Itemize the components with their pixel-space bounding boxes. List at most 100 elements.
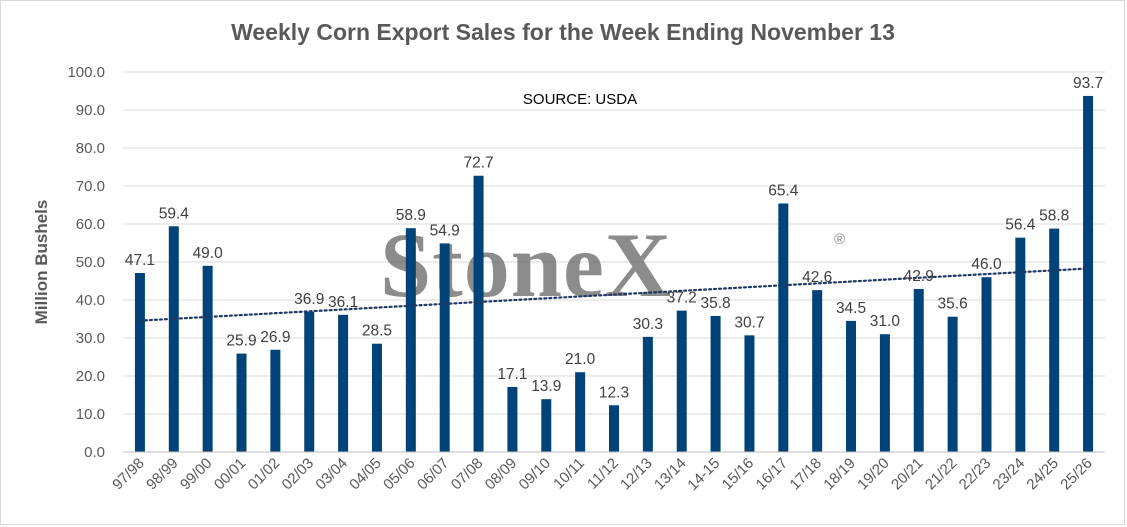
data-label: 35.8: [701, 295, 731, 312]
bar: [846, 320, 857, 452]
x-tick-label: 98/99: [143, 455, 182, 494]
bar: [405, 228, 416, 452]
watermark-registered: ®: [834, 231, 845, 248]
bar: [710, 315, 721, 452]
bar: [913, 288, 924, 452]
data-labels: 47.1 59.4 49.0 25.9 26.9 36.9 36.128.5 58.954.9…: [125, 75, 1103, 401]
data-label: 65.4: [768, 182, 799, 199]
trendline: [138, 267, 1090, 322]
y-tick-label: 0.0: [84, 444, 105, 461]
data-label: 93.7: [1073, 75, 1103, 92]
watermark-text: StoneX: [380, 214, 672, 316]
y-tick-label: 20.0: [76, 368, 105, 385]
data-label: 56.4: [1005, 217, 1036, 234]
x-tick-label: 11/12: [584, 455, 622, 493]
trendline-path: [138, 267, 1090, 322]
bar: [168, 226, 179, 452]
y-axis-ticks: 0.0 10.0 20.0 30.0 40.0 50.0 60.0 70.0 80.0 90.0 1…: [67, 64, 105, 461]
bar: [202, 265, 213, 452]
data-label: 36.1: [328, 294, 358, 311]
data-label: 58.9: [396, 207, 426, 224]
data-label: 59.4: [159, 205, 190, 222]
x-tick-label: 21/22: [922, 455, 961, 494]
y-tick-label: 40.0: [76, 292, 105, 309]
x-tick-label: 23/24: [990, 455, 1029, 494]
x-tick-label: 20/21: [888, 455, 927, 494]
data-label: 42.9: [904, 268, 934, 285]
x-tick-label: 08/09: [482, 455, 521, 494]
x-tick-label: 99/00: [177, 455, 216, 494]
data-label: 30.7: [734, 314, 764, 331]
bar: [1015, 237, 1026, 452]
x-tick-label: 15/16: [719, 455, 758, 494]
data-label: 17.1: [497, 366, 527, 383]
data-label: 47.1: [125, 252, 155, 269]
bar: [642, 336, 653, 452]
bar: [338, 314, 349, 452]
data-label: 42.6: [802, 269, 832, 286]
data-label: 49.0: [193, 245, 224, 262]
x-tick-label: 05/06: [380, 455, 419, 494]
y-tick-label: 80.0: [76, 140, 105, 157]
bar: [575, 372, 586, 452]
x-tick-label: 04/05: [346, 455, 385, 494]
x-tick-label: 03/04: [312, 455, 351, 494]
x-tick-label: 14-15: [684, 455, 723, 494]
data-label: 37.2: [667, 290, 697, 307]
x-axis-ticks: 97/9898/9999/0000/0101/0202/0303/0404/05…: [109, 455, 1096, 494]
data-label: 35.6: [938, 296, 968, 313]
data-label: 21.0: [565, 351, 596, 368]
y-tick-label: 10.0: [76, 406, 105, 423]
bar: [473, 175, 484, 453]
bar: [879, 334, 890, 452]
x-tick-label: 09/10: [516, 455, 555, 494]
data-label: 30.3: [633, 316, 663, 333]
data-label: 12.3: [599, 384, 629, 401]
x-tick-label: 02/03: [278, 455, 317, 494]
bar: [981, 277, 992, 452]
gridlines: [123, 71, 1105, 415]
data-label: 13.9: [531, 378, 561, 395]
data-label: 28.5: [362, 323, 392, 340]
y-tick-label: 100.0: [67, 64, 105, 81]
bar: [439, 243, 450, 452]
x-tick-label: 07/08: [448, 455, 487, 494]
bar: [270, 349, 281, 452]
x-tick-label: 17/18: [786, 455, 825, 494]
bar: [744, 335, 755, 452]
x-tick-label: 25/26: [1057, 455, 1096, 494]
data-label: 25.9: [226, 333, 256, 350]
bar: [304, 311, 315, 452]
source-annotation: SOURCE: USDA: [523, 91, 637, 108]
bar: [947, 316, 958, 452]
x-tick-label: 01/02: [245, 455, 284, 494]
x-tick-label: 97/98: [109, 455, 148, 494]
x-tick-label: 16/17: [753, 455, 792, 494]
bar: [236, 353, 247, 452]
y-tick-label: 50.0: [76, 254, 105, 271]
data-label: 54.9: [430, 222, 460, 239]
y-tick-label: 60.0: [76, 216, 105, 233]
data-label: 46.0: [971, 256, 1002, 273]
bar: [371, 343, 382, 452]
bar: [676, 310, 687, 452]
data-label: 34.5: [836, 300, 866, 317]
data-label: 31.0: [870, 313, 901, 330]
data-label: 72.7: [463, 155, 493, 172]
bar: [507, 387, 518, 452]
x-tick-label: 24/25: [1023, 455, 1062, 494]
bar: [609, 405, 619, 452]
x-tick-label: 19/20: [854, 455, 893, 494]
x-tick-label: 12/13: [617, 455, 656, 494]
data-label: 26.9: [260, 329, 290, 346]
y-axis-label: Million Bushels: [32, 200, 51, 325]
bar: [134, 273, 145, 452]
x-tick-label: 00/01: [211, 455, 250, 494]
y-tick-label: 70.0: [76, 178, 105, 195]
x-tick-label: 10/11: [550, 455, 588, 493]
x-tick-label: 06/07: [414, 455, 453, 494]
chart-title: Weekly Corn Export Sales for the Week En…: [231, 19, 895, 45]
y-tick-label: 90.0: [76, 102, 105, 119]
